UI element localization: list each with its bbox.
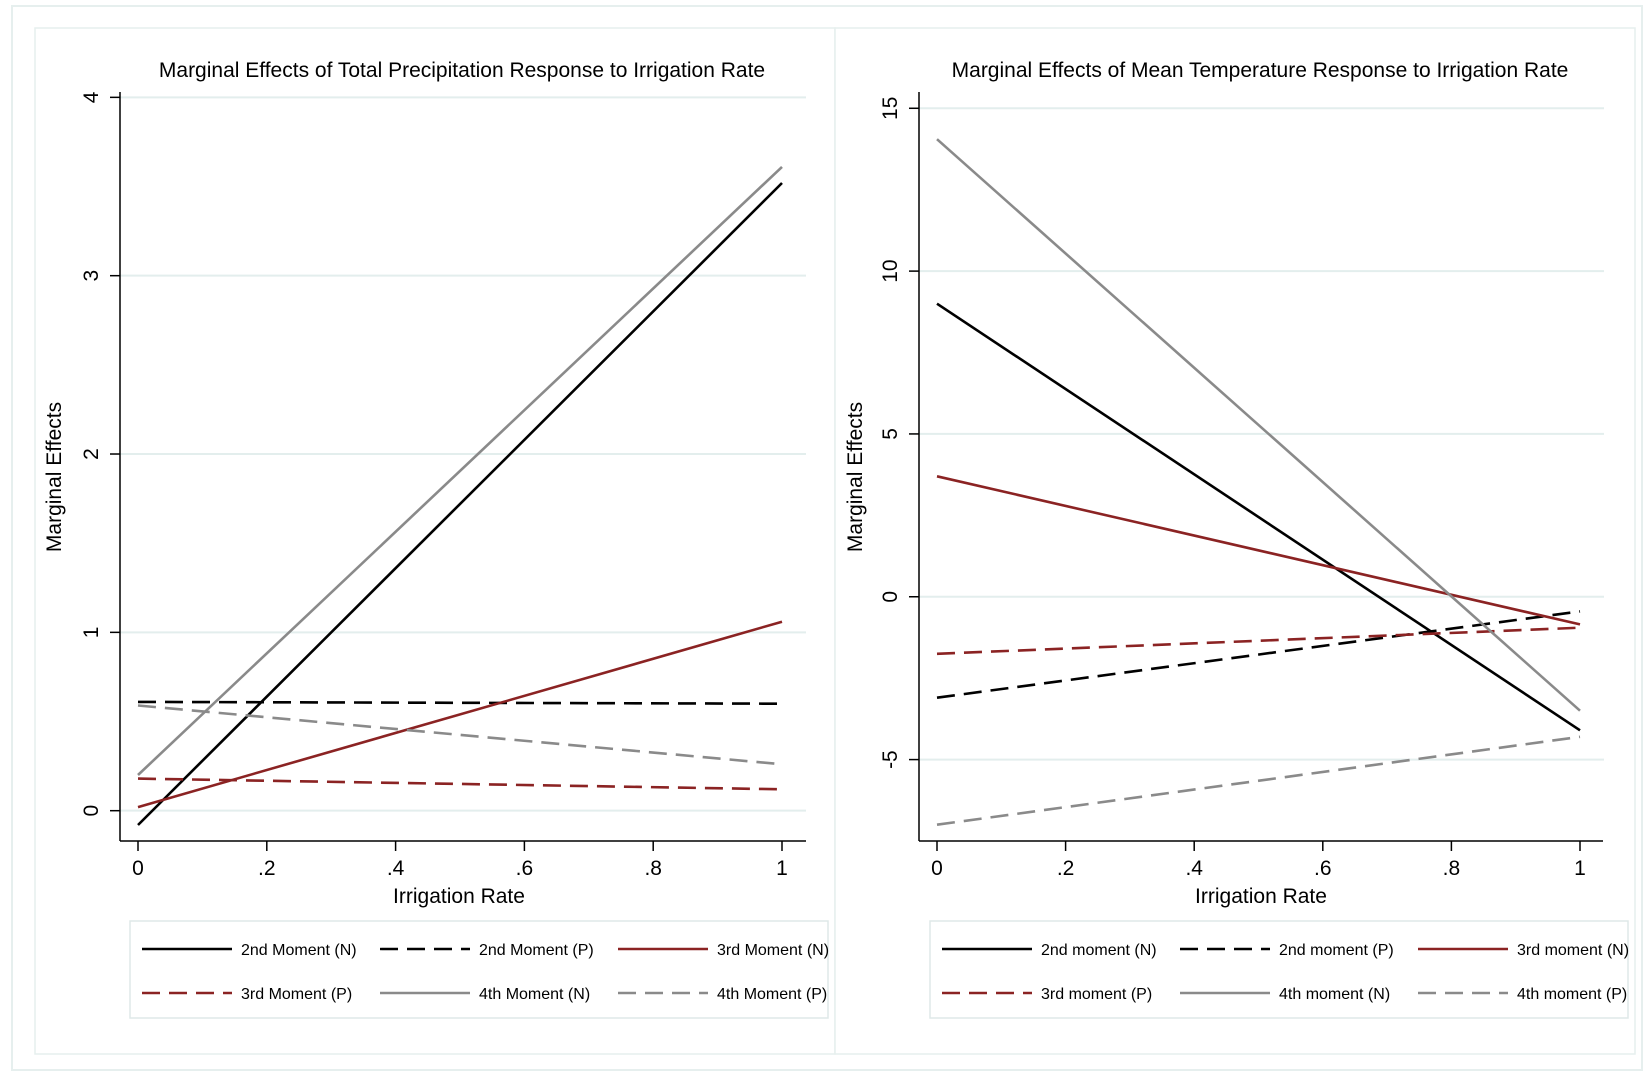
y-tick-label: -5 <box>879 750 902 769</box>
x-ticks: 0 .2 .4 .6 .8 1 <box>931 841 1586 880</box>
series-group <box>936 138 1581 826</box>
series-line <box>936 735 1581 826</box>
y-tick-label: 15 <box>879 97 902 120</box>
legend: 2nd Moment (N) 2nd Moment (P) 3rd Moment (… <box>142 942 829 1003</box>
chart-title: Marginal Effects of Total Precipitation … <box>159 59 765 82</box>
y-tick-label: 0 <box>879 591 902 603</box>
y-axis-label: Marginal Effects <box>844 402 867 552</box>
y-tick-label: 3 <box>80 270 103 282</box>
series-line <box>137 182 783 826</box>
y-tick-label: 5 <box>879 428 902 440</box>
legend-label: 2nd Moment (N) <box>241 942 357 959</box>
panel-background <box>34 27 836 1055</box>
series-line <box>936 610 1581 699</box>
chart-panel-temperature: Marginal Effects of Mean Temperature Res… <box>834 27 1636 1055</box>
x-tick-label: .8 <box>1443 857 1461 880</box>
legend-label: 3rd moment (P) <box>1041 986 1152 1003</box>
panel-background <box>834 27 1636 1055</box>
x-tick-label: .6 <box>516 857 534 880</box>
y-tick-label: 1 <box>80 627 103 639</box>
x-tick-label: .6 <box>1314 857 1332 880</box>
x-axis-label: Irrigation Rate <box>1195 885 1327 908</box>
y-tick-label: 2 <box>80 448 103 460</box>
legend-label: 4th Moment (P) <box>717 986 827 1003</box>
x-tick-label: .8 <box>644 857 662 880</box>
y-grid <box>919 107 1604 761</box>
chart-panel-precipitation: Marginal Effects of Total Precipitation … <box>34 27 836 1055</box>
legend-label: 4th Moment (N) <box>479 986 590 1003</box>
x-tick-label: 0 <box>931 857 943 880</box>
series-line <box>936 302 1581 732</box>
chart-title: Marginal Effects of Mean Temperature Res… <box>952 59 1569 82</box>
x-tick-label: 1 <box>1574 857 1586 880</box>
series-line <box>936 475 1581 626</box>
y-axis-label: Marginal Effects <box>43 402 66 552</box>
x-tick-label: .2 <box>1057 857 1075 880</box>
y-tick-label: 0 <box>80 805 103 817</box>
y-tick-label: 4 <box>80 91 103 103</box>
x-tick-label: 0 <box>132 857 144 880</box>
y-tick-label: 10 <box>879 259 902 282</box>
x-ticks: 0 .2 .4 .6 .8 1 <box>132 841 788 880</box>
y-ticks: 0 1 2 3 4 <box>80 91 120 817</box>
series-line <box>936 138 1581 712</box>
legend-box <box>129 920 829 1019</box>
legend-label: 2nd moment (N) <box>1041 942 1157 959</box>
y-ticks: -5 0 5 10 15 <box>879 97 919 769</box>
legend-label: 3rd Moment (P) <box>241 986 352 1003</box>
legend-label: 2nd Moment (P) <box>479 942 594 959</box>
series-group <box>137 165 783 826</box>
legend-label: 4th moment (N) <box>1279 986 1390 1003</box>
legend-label: 3rd moment (N) <box>1517 942 1629 959</box>
x-tick-label: 1 <box>776 857 788 880</box>
legend-label: 4th moment (P) <box>1517 986 1627 1003</box>
x-tick-label: .4 <box>387 857 405 880</box>
series-line <box>137 165 783 776</box>
x-axis-label: Irrigation Rate <box>393 885 525 908</box>
y-grid <box>120 96 806 812</box>
series-line <box>137 620 783 809</box>
legend: 2nd moment (N) 2nd moment (P) 3rd moment (… <box>942 942 1629 1003</box>
legend-label: 3rd Moment (N) <box>717 942 829 959</box>
x-tick-label: .2 <box>258 857 276 880</box>
legend-label: 2nd moment (P) <box>1279 942 1394 959</box>
x-tick-label: .4 <box>1185 857 1203 880</box>
legend-box <box>929 920 1629 1019</box>
